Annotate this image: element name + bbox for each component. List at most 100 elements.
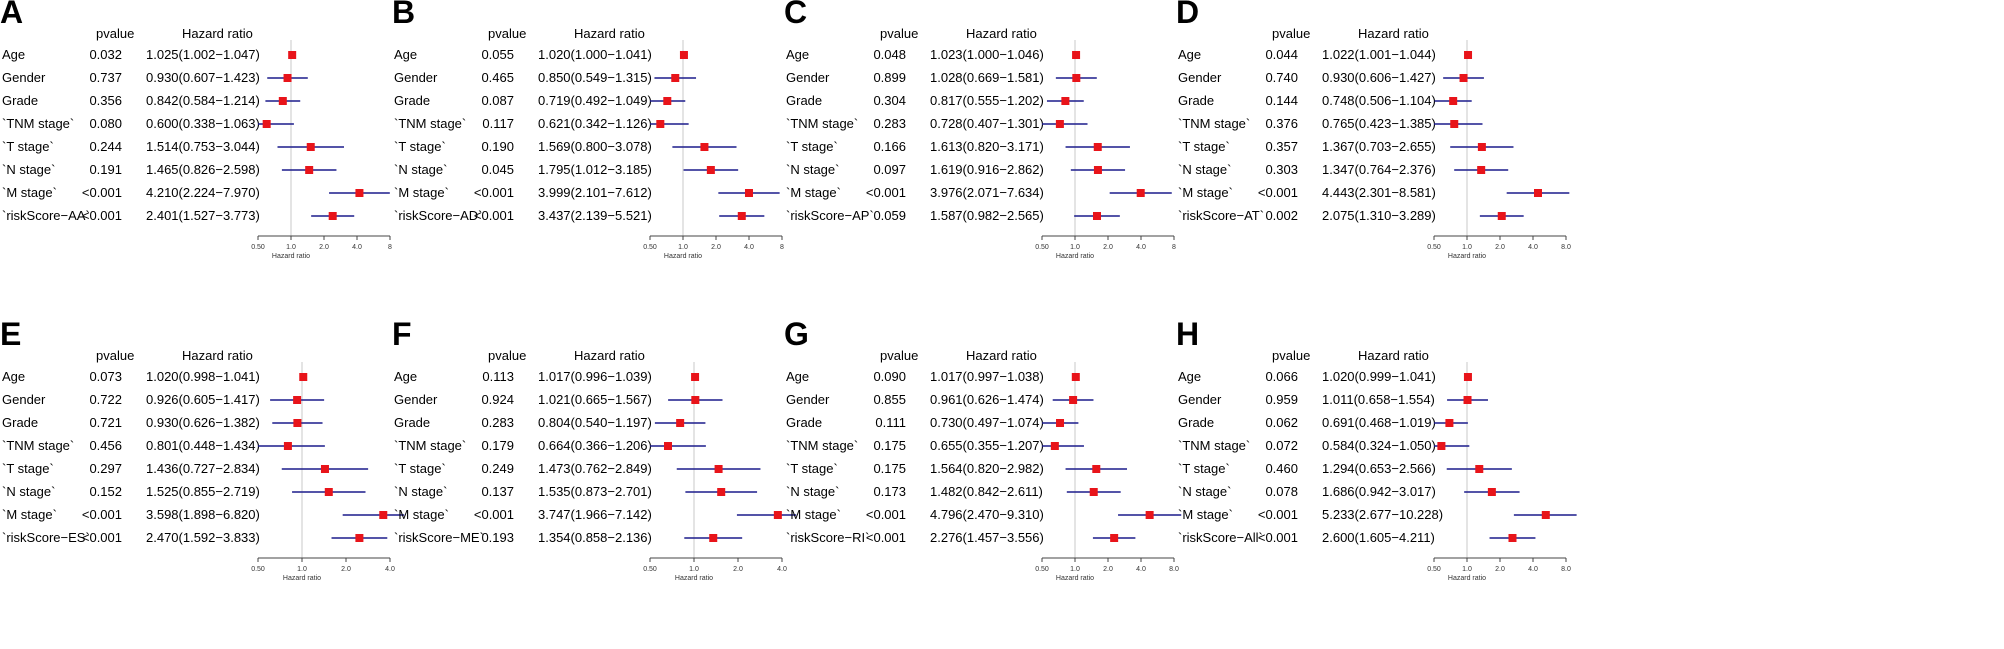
x-tick-label: 1.0 xyxy=(286,244,296,251)
pvalue-cell: <0.001 xyxy=(81,530,122,545)
variable-label: `T stage` xyxy=(1178,139,1230,154)
pvalue-cell: 0.152 xyxy=(89,484,122,499)
hr-marker xyxy=(1508,534,1517,542)
pvalue-cell: 0.456 xyxy=(89,438,122,453)
pvalue-cell: 0.191 xyxy=(89,162,122,177)
variable-label: Gender xyxy=(394,392,438,407)
variable-label: Grade xyxy=(2,415,39,430)
variable-label: `riskScore−AP` xyxy=(786,208,874,223)
variable-label: `M stage` xyxy=(1178,185,1233,200)
pvalue-cell: 0.356 xyxy=(89,93,122,108)
variable-label: `M stage` xyxy=(1178,507,1233,522)
hazard-ratio-header: Hazard ratio xyxy=(574,26,645,41)
panel-letter: D xyxy=(1176,0,1200,30)
variable-label: `riskScore−AD` xyxy=(394,208,483,223)
pvalue-cell: 0.283 xyxy=(873,116,906,131)
variable-label: `T stage` xyxy=(2,139,54,154)
variable-label: Age xyxy=(786,369,810,384)
variable-label: Grade xyxy=(394,415,431,430)
pvalue-cell: 0.737 xyxy=(89,70,122,85)
variable-label: `M stage` xyxy=(394,507,449,522)
hr-marker xyxy=(305,166,314,174)
pvalue-cell: 0.460 xyxy=(1265,461,1298,476)
hazard-ratio-cell: 1.025(1.002−1.047) xyxy=(146,47,260,62)
pvalue-cell: <0.001 xyxy=(865,530,906,545)
variable-label: `N stage` xyxy=(394,484,448,499)
hazard-ratio-cell: 3.598(1.898−6.820) xyxy=(146,507,260,522)
x-axis-label: Hazard ratio xyxy=(272,253,310,260)
x-tick-label: 2.0 xyxy=(733,566,743,573)
variable-label: Grade xyxy=(786,93,823,108)
hazard-ratio-cell: 2.401(1.527−3.773) xyxy=(146,208,260,223)
hr-marker xyxy=(664,442,673,450)
hazard-ratio-cell: 1.023(1.000−1.046) xyxy=(930,47,1044,62)
hr-marker xyxy=(278,97,287,105)
x-axis-label: Hazard ratio xyxy=(1448,253,1486,260)
pvalue-cell: 0.002 xyxy=(1265,208,1298,223)
variable-label: `TNM stage` xyxy=(394,116,467,131)
x-axis-label: Hazard ratio xyxy=(283,575,321,582)
variable-label: `N stage` xyxy=(786,484,840,499)
x-tick-label: 1.0 xyxy=(689,566,699,573)
hr-marker xyxy=(1449,97,1458,105)
panel-letter: G xyxy=(784,316,809,352)
forest-plot: 0.50 1.0 2.0 4.0 Hazard ratio xyxy=(643,362,797,582)
hazard-ratio-cell: 0.926(0.605−1.417) xyxy=(146,392,260,407)
hr-marker xyxy=(262,120,271,128)
pvalue-cell: 0.297 xyxy=(89,461,122,476)
pvalue-cell: 0.048 xyxy=(873,47,906,62)
hr-marker xyxy=(293,419,302,427)
x-tick-label: 1.0 xyxy=(1462,244,1472,251)
panel-letter: B xyxy=(392,0,416,30)
hazard-ratio-cell: 1.028(0.669−1.581) xyxy=(930,70,1044,85)
hr-marker xyxy=(1534,189,1543,197)
variable-label: Gender xyxy=(1178,392,1222,407)
hazard-ratio-cell: 1.022(1.001−1.044) xyxy=(1322,47,1436,62)
hazard-ratio-cell: 1.525(0.855−2.719) xyxy=(146,484,260,499)
pvalue-cell: <0.001 xyxy=(1257,507,1298,522)
pvalue-cell: 0.855 xyxy=(873,392,906,407)
pvalue-cell: 0.190 xyxy=(481,139,514,154)
hazard-ratio-cell: 0.584(0.324−1.050) xyxy=(1322,438,1436,453)
pvalue-header: pvalue xyxy=(96,348,135,363)
pvalue-cell: 0.080 xyxy=(89,116,122,131)
hazard-ratio-cell: 0.930(0.606−1.427) xyxy=(1322,70,1436,85)
hazard-ratio-cell: 1.011(0.658−1.554) xyxy=(1322,392,1435,407)
pvalue-cell: 0.090 xyxy=(873,369,906,384)
pvalue-cell: <0.001 xyxy=(81,208,122,223)
hr-marker xyxy=(328,212,337,220)
x-tick-label: 0.50 xyxy=(1035,244,1049,251)
hr-marker xyxy=(773,511,782,519)
hr-marker xyxy=(1071,373,1080,381)
hazard-ratio-cell: 3.976(2.071−7.634) xyxy=(930,185,1044,200)
hazard-ratio-header: Hazard ratio xyxy=(1358,348,1429,363)
hr-marker xyxy=(706,166,715,174)
hr-marker xyxy=(1459,74,1468,82)
pvalue-cell: <0.001 xyxy=(1257,185,1298,200)
x-tick-label: 2.0 xyxy=(1495,244,1505,251)
x-tick-label: 0.50 xyxy=(251,566,265,573)
pvalue-header: pvalue xyxy=(1272,26,1311,41)
variable-label: `TNM stage` xyxy=(786,116,859,131)
hr-marker xyxy=(324,488,333,496)
pvalue-header: pvalue xyxy=(880,26,919,41)
x-tick-label: 8 xyxy=(388,244,392,251)
hazard-ratio-cell: 0.664(0.366−1.206) xyxy=(538,438,652,453)
variable-label: `riskScore−ME` xyxy=(394,530,484,545)
hr-marker xyxy=(1056,419,1065,427)
hr-marker xyxy=(1093,166,1102,174)
hr-marker xyxy=(709,534,718,542)
hazard-ratio-cell: 0.817(0.555−1.202) xyxy=(930,93,1044,108)
hazard-ratio-cell: 0.748(0.506−1.104) xyxy=(1322,93,1436,108)
pvalue-header: pvalue xyxy=(880,348,919,363)
hr-marker xyxy=(1069,396,1078,404)
x-tick-label: 8.0 xyxy=(1561,566,1571,573)
x-tick-label: 8.0 xyxy=(1561,244,1571,251)
hazard-ratio-cell: 4.210(2.224−7.970) xyxy=(146,185,260,200)
hazard-ratio-cell: 3.747(1.966−7.142) xyxy=(538,507,652,522)
variable-label: `T stage` xyxy=(786,139,838,154)
variable-label: Grade xyxy=(786,415,823,430)
panel-letter: C xyxy=(784,0,808,30)
